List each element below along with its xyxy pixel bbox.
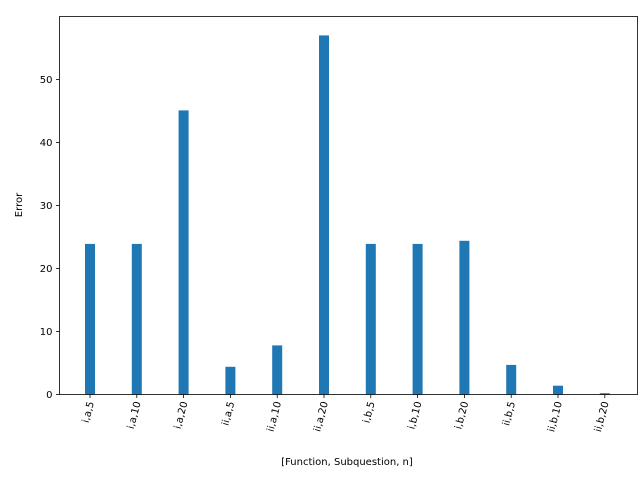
y-tick-label: 20	[40, 264, 53, 275]
bar-ii-b-10	[553, 385, 563, 395]
bar-i-b-5	[365, 243, 376, 395]
bar-ii-a-5	[225, 366, 236, 395]
bar-i-a-10	[131, 243, 142, 395]
bar-ii-b-5	[506, 364, 517, 395]
y-tick-label: 50	[40, 75, 53, 86]
y-tick-label: 10	[40, 327, 53, 338]
x-tick-label: i,b,5	[361, 400, 377, 424]
x-tick-label: i,a,5	[81, 400, 97, 424]
y-tick-label: 30	[40, 201, 53, 212]
y-tick-label: 40	[40, 138, 53, 149]
bar-ii-a-20	[319, 35, 329, 395]
bar-i-a-20	[178, 110, 189, 395]
y-tick-label: 0	[46, 390, 52, 401]
bar-ii-b-20	[599, 393, 610, 395]
bar-ii-a-10	[272, 345, 283, 395]
y-axis-ticks: 0 10 20 30 40 50	[40, 75, 60, 401]
plot-frame	[59, 16, 638, 395]
bars-group	[85, 35, 610, 395]
bar-i-b-20	[459, 240, 470, 395]
x-axis-label: [Function, Subquestion, n]	[281, 457, 413, 468]
y-axis-label: Error	[14, 192, 25, 217]
bar-i-b-10	[412, 243, 423, 395]
bar-i-a-5	[85, 243, 95, 395]
